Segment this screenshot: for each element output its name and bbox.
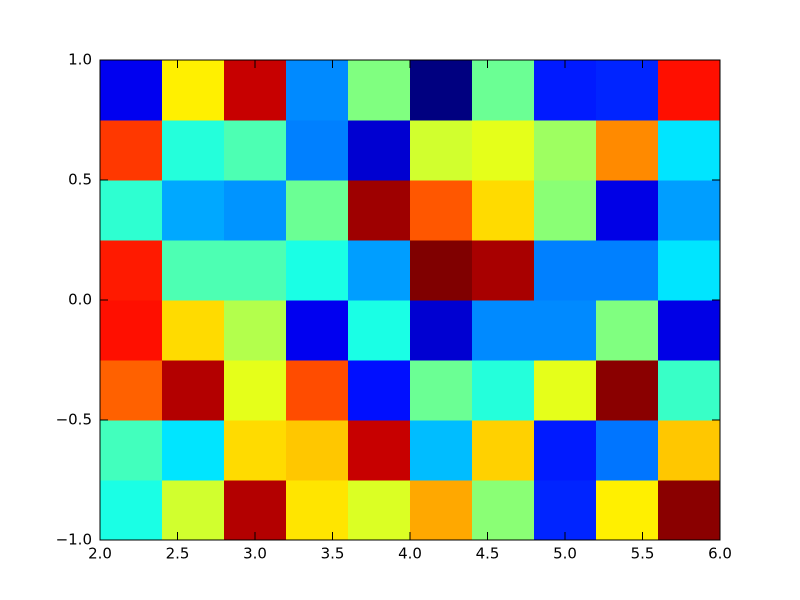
heatmap-cell: [410, 420, 473, 481]
heatmap-cell: [100, 420, 163, 481]
heatmap-cell: [286, 180, 349, 241]
heatmap-cell: [286, 240, 349, 301]
heatmap-cell: [100, 180, 163, 241]
heatmap-cell: [162, 420, 225, 481]
heatmap-cell: [224, 240, 287, 301]
x-tick-label: 5.0: [553, 545, 577, 563]
heatmap-cell: [348, 420, 411, 481]
x-tick-label: 4.0: [398, 545, 422, 563]
heatmap-cell: [162, 480, 225, 541]
heatmap-cell: [100, 480, 163, 541]
x-tick-label: 3.0: [243, 545, 267, 563]
heatmap-cell: [596, 300, 659, 361]
heatmap-cell: [534, 120, 597, 181]
heatmap-cell: [596, 360, 659, 421]
heatmap-cell: [534, 300, 597, 361]
heatmap-cell: [534, 240, 597, 301]
x-tick-label: 3.5: [321, 545, 345, 563]
heatmap-cell: [286, 300, 349, 361]
heatmap-cell: [348, 360, 411, 421]
x-tick-label: 2.0: [88, 545, 112, 563]
heatmap-cell: [162, 60, 225, 121]
heatmap-cell: [348, 180, 411, 241]
heatmap-cell: [100, 120, 163, 181]
heatmap-cell: [286, 480, 349, 541]
heatmap-cell: [658, 120, 721, 181]
heatmap-cell: [410, 240, 473, 301]
heatmap-cell: [162, 240, 225, 301]
heatmap-cell: [472, 420, 535, 481]
heatmap-cell: [100, 300, 163, 361]
heatmap-cell: [224, 120, 287, 181]
heatmap-cell: [596, 120, 659, 181]
y-tick-label: −0.5: [56, 411, 92, 429]
heatmap-cell: [410, 360, 473, 421]
heatmap-cell: [534, 60, 597, 121]
heatmap-cell: [100, 360, 163, 421]
heatmap-cell: [410, 60, 473, 121]
heatmap-cell: [596, 240, 659, 301]
x-tick-label: 6.0: [708, 545, 732, 563]
heatmap-cell: [224, 480, 287, 541]
heatmap-cell: [348, 120, 411, 181]
heatmap-cell: [472, 360, 535, 421]
heatmap-cell: [348, 300, 411, 361]
heatmap-cell: [534, 360, 597, 421]
heatmap-cell: [472, 180, 535, 241]
heatmap-cell: [410, 120, 473, 181]
heatmap-cell: [162, 360, 225, 421]
heatmap-cell: [162, 300, 225, 361]
heatmap-cell: [472, 240, 535, 301]
heatmap-cell: [224, 60, 287, 121]
heatmap-cell: [472, 120, 535, 181]
heatmap-cell: [348, 480, 411, 541]
heatmap-cell: [596, 60, 659, 121]
heatmap-cell: [286, 120, 349, 181]
y-tick-label: −1.0: [56, 531, 92, 549]
heatmap-cell: [100, 60, 163, 121]
x-tick-label: 4.5: [476, 545, 500, 563]
heatmap-cell: [224, 180, 287, 241]
heatmap-cell: [596, 420, 659, 481]
heatmap-cell: [348, 60, 411, 121]
heatmap-cell: [658, 60, 721, 121]
heatmap-cell: [224, 360, 287, 421]
heatmap-cell: [658, 480, 721, 541]
heatmap-cell: [286, 360, 349, 421]
y-tick-label: 1.0: [68, 51, 92, 69]
heatmap-cell: [100, 240, 163, 301]
heatmap-cell: [162, 120, 225, 181]
heatmap-cell: [596, 180, 659, 241]
heatmap-cell: [286, 420, 349, 481]
heatmap-cell: [658, 300, 721, 361]
y-tick-label: 0.0: [68, 291, 92, 309]
heatmap-cell: [658, 240, 721, 301]
y-tick-label: 0.5: [68, 171, 92, 189]
heatmap-cell: [162, 180, 225, 241]
heatmap-cell: [224, 420, 287, 481]
heatmap-cell: [410, 180, 473, 241]
heatmap-cell: [472, 300, 535, 361]
x-tick-label: 2.5: [166, 545, 190, 563]
heatmap-cell: [596, 480, 659, 541]
heatmap-cell: [534, 180, 597, 241]
heatmap-cell: [410, 480, 473, 541]
heatmap-cell: [534, 420, 597, 481]
heatmap-cell: [658, 180, 721, 241]
x-tick-label: 5.5: [631, 545, 655, 563]
heatmap-cell: [286, 60, 349, 121]
heatmap-cell: [472, 60, 535, 121]
heatmap-cell: [348, 240, 411, 301]
heatmap-cell: [658, 420, 721, 481]
heatmap-cell: [534, 480, 597, 541]
heatmap-cell: [658, 360, 721, 421]
heatmap-cell: [472, 480, 535, 541]
heatmap-cell: [410, 300, 473, 361]
heatmap-cell: [224, 300, 287, 361]
